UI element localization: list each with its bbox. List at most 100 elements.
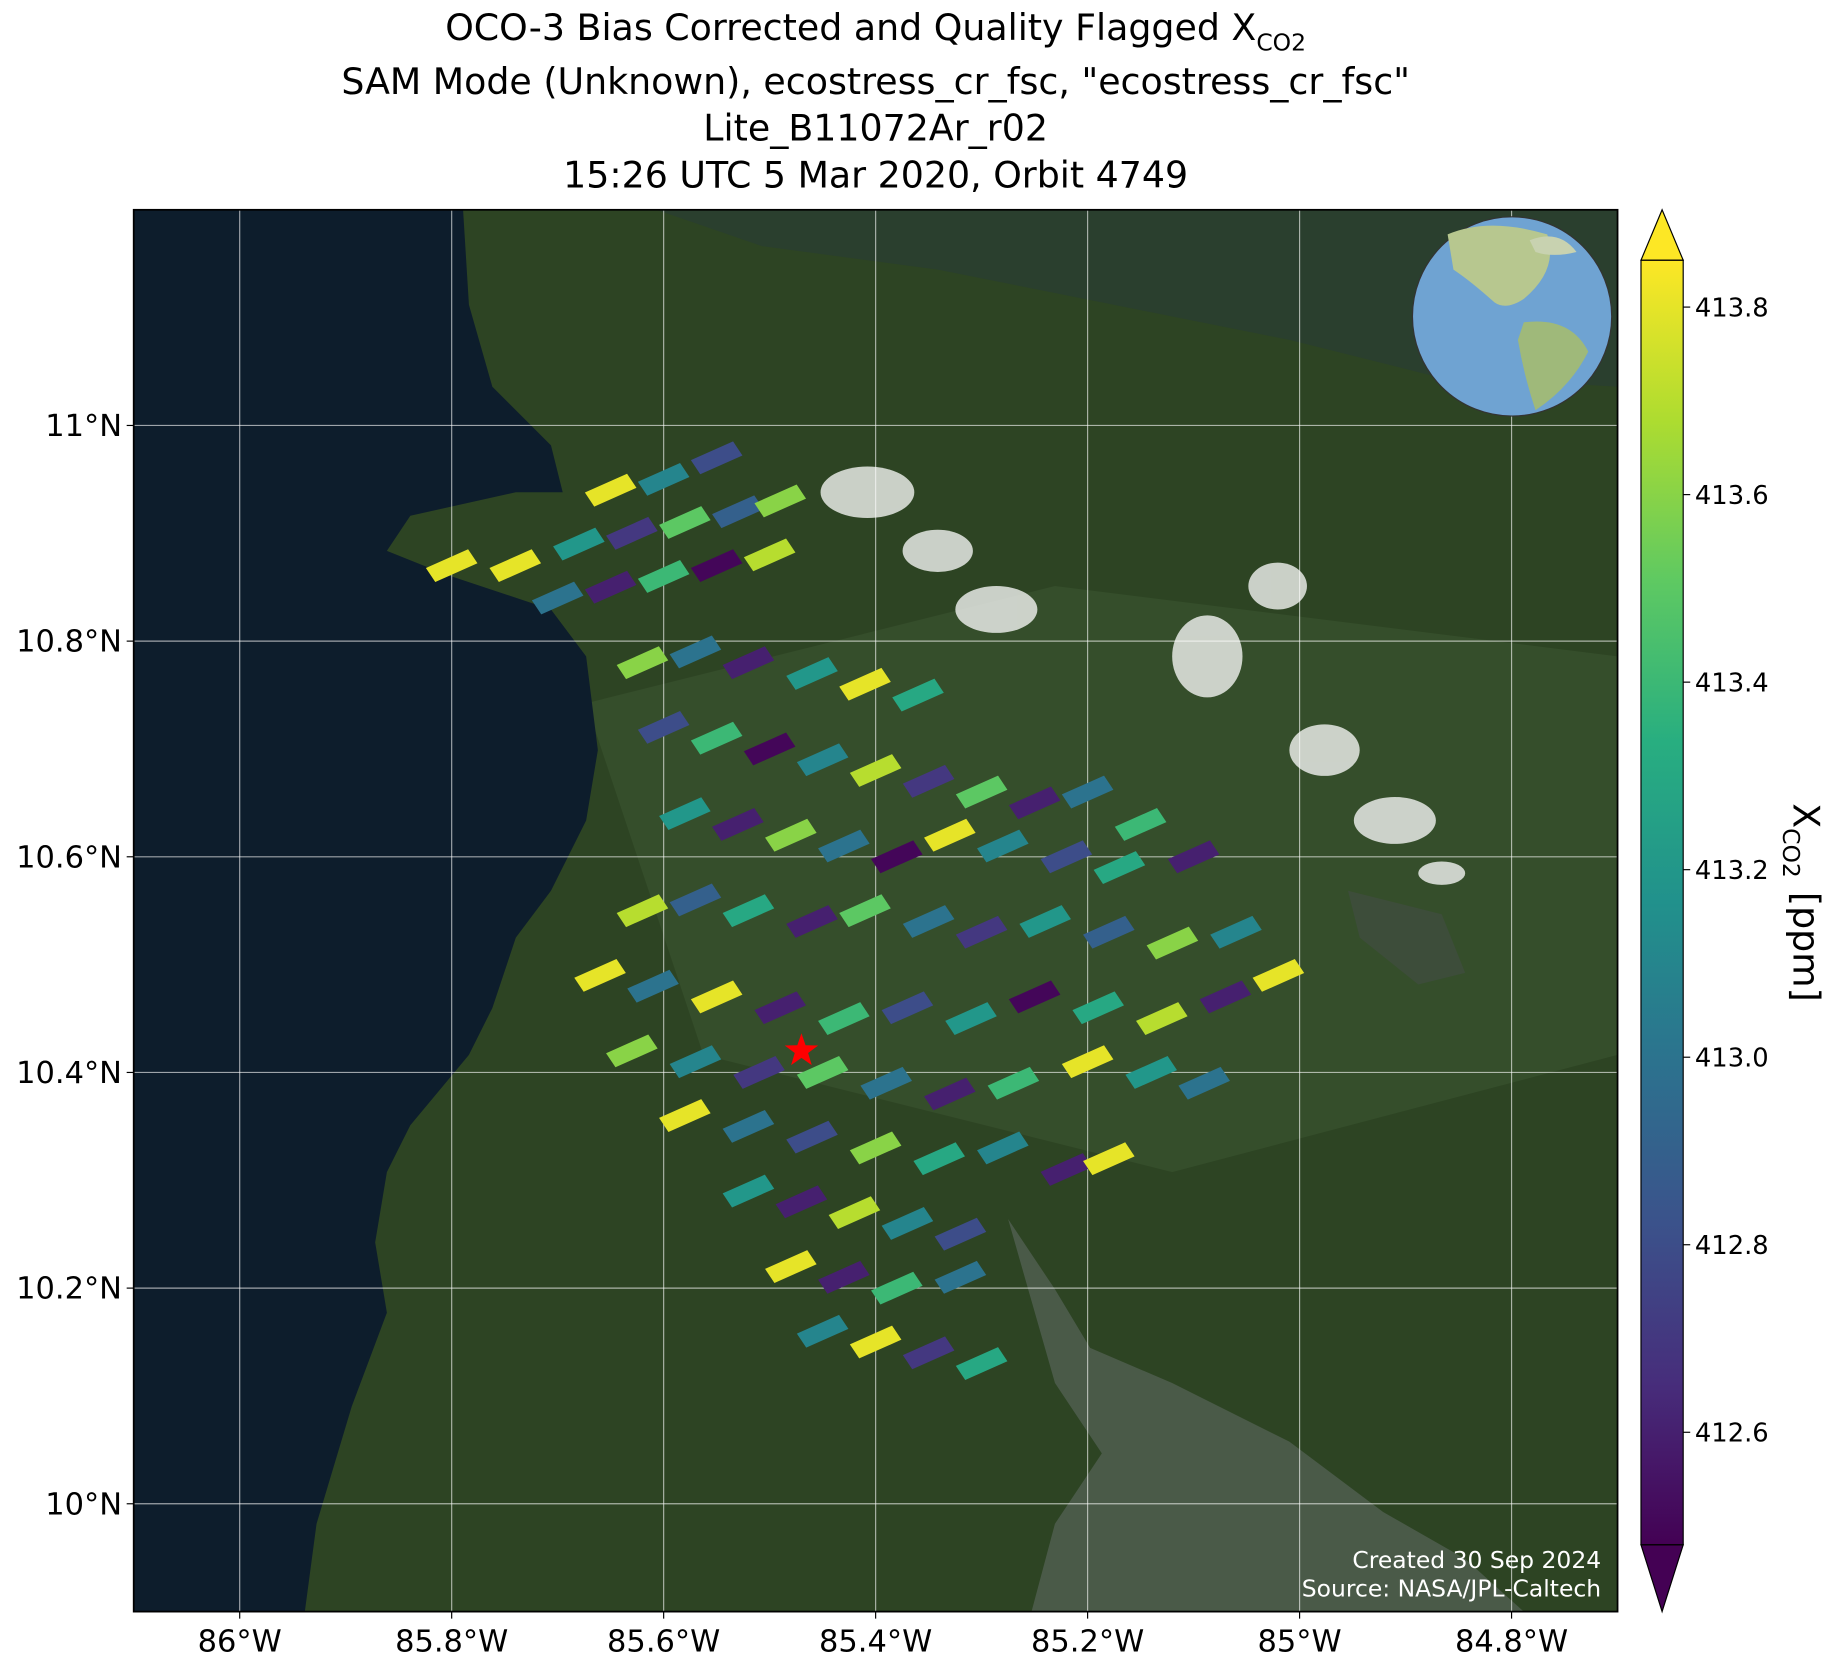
title-line: 15:26 UTC 5 Mar 2020, Orbit 4749 — [563, 154, 1188, 197]
sounding — [881, 991, 934, 1025]
soundings — [425, 441, 1305, 1380]
sounding — [754, 484, 807, 518]
inset-globe — [1411, 216, 1613, 417]
sounding — [849, 1131, 902, 1165]
ocean — [133, 209, 598, 1612]
sounding — [690, 441, 743, 475]
y-tick-label: 10°N — [45, 1487, 122, 1522]
sounding — [606, 516, 658, 550]
sounding — [765, 1250, 817, 1283]
sounding — [955, 775, 1008, 809]
sounding — [902, 764, 955, 798]
sounding — [786, 1120, 838, 1154]
annotation: Source: NASA/JPL-Caltech — [1302, 1574, 1601, 1602]
sounding — [881, 1207, 934, 1240]
sounding — [659, 797, 711, 831]
sounding — [733, 1056, 785, 1089]
sounding — [690, 721, 743, 755]
title-text: OCO-3 Bias Corrected and Quality Flagged… — [445, 6, 1256, 49]
colorbar-extend-max — [1640, 208, 1685, 261]
sounding — [1083, 915, 1135, 949]
x-tick-label: 85°W — [1258, 1624, 1342, 1659]
sounding — [839, 894, 891, 928]
sounding — [616, 646, 669, 680]
sounding — [849, 1325, 902, 1359]
colorbar-tick-label: 412.6 — [1695, 1419, 1769, 1449]
sounding — [1061, 1045, 1114, 1079]
annotations: Created 30 Sep 2024 Source: NASA/JPL-Cal… — [1302, 1546, 1601, 1602]
sounding — [690, 549, 743, 583]
sounding — [849, 754, 902, 787]
sounding — [425, 549, 478, 583]
sounding — [860, 1066, 913, 1100]
sounding — [1252, 958, 1305, 992]
sounding — [818, 1002, 870, 1035]
sounding — [796, 1056, 849, 1089]
sounding — [977, 829, 1029, 863]
sounding — [722, 1109, 775, 1143]
sounding — [913, 1142, 966, 1176]
sounding — [955, 1347, 1008, 1380]
sounding — [924, 818, 976, 852]
colorbar-frame — [1640, 259, 1684, 1546]
sounding — [606, 1034, 658, 1068]
sounding — [892, 678, 944, 712]
x-tick-label: 84.8°W — [1455, 1624, 1568, 1659]
title-line: Lite_B11072Ar_r02 — [703, 107, 1048, 150]
title: OCO-3 Bias Corrected and Quality Flagged… — [341, 6, 1410, 197]
y-tick-label: 10.6°N — [16, 840, 122, 875]
sounding — [828, 1196, 881, 1230]
colorbar-tick-label: 413.6 — [1695, 481, 1769, 511]
sounding — [584, 570, 637, 604]
x-tick-label: 85.2°W — [1031, 1624, 1144, 1659]
sounding — [754, 991, 807, 1025]
gulf — [1008, 1218, 1524, 1612]
sounding — [489, 549, 542, 583]
sounding — [796, 743, 849, 777]
sounding — [1210, 915, 1262, 949]
sounding — [1061, 775, 1114, 809]
sounding — [1178, 1066, 1230, 1100]
sounding — [987, 1066, 1040, 1100]
x-tick-label: 85.8°W — [395, 1624, 508, 1659]
sounding — [1072, 991, 1124, 1025]
colorbar-label-subscript: CO2 — [1777, 828, 1805, 878]
title-line: OCO-3 Bias Corrected and Quality Flagged… — [445, 6, 1306, 57]
sounding — [924, 1077, 976, 1111]
annotation: Created 30 Sep 2024 — [1352, 1546, 1601, 1574]
clouds — [820, 466, 1466, 885]
sounding — [1019, 905, 1072, 938]
sounding — [712, 808, 764, 841]
overlay — [784, 1033, 819, 1066]
sounding — [1167, 840, 1220, 874]
sounding — [902, 1336, 955, 1370]
sounding — [839, 667, 891, 701]
x-tick-label: 85.6°W — [607, 1624, 720, 1659]
colorbar: XCO2 [ppm] 412.6 412.8 413.0 413.2 413.4 413.6… — [1640, 208, 1827, 1614]
sounding — [637, 710, 690, 744]
globe-land — [1517, 321, 1589, 411]
sounding — [669, 635, 722, 669]
sounding — [690, 980, 743, 1014]
sounding — [637, 462, 690, 496]
sounding — [1199, 980, 1252, 1014]
x-tick-label: 85.4°W — [819, 1624, 932, 1659]
title-subscript: CO2 — [1256, 28, 1306, 56]
y-tick-label: 11°N — [45, 409, 122, 444]
sounding — [1008, 980, 1061, 1014]
sounding — [1008, 786, 1061, 820]
sounding — [955, 915, 1008, 949]
colorbar-extend-min — [1640, 1544, 1684, 1614]
sounding — [659, 1099, 711, 1132]
globe-land — [1447, 225, 1551, 306]
sounding — [902, 905, 955, 938]
target-star — [784, 1033, 819, 1066]
sounding — [871, 1271, 923, 1305]
sounding — [669, 1045, 722, 1079]
colorbar-tick-label: 412.8 — [1695, 1231, 1769, 1261]
sounding — [1093, 851, 1146, 884]
sounding — [871, 840, 923, 874]
sounding — [818, 1260, 870, 1294]
sounding — [669, 883, 722, 917]
